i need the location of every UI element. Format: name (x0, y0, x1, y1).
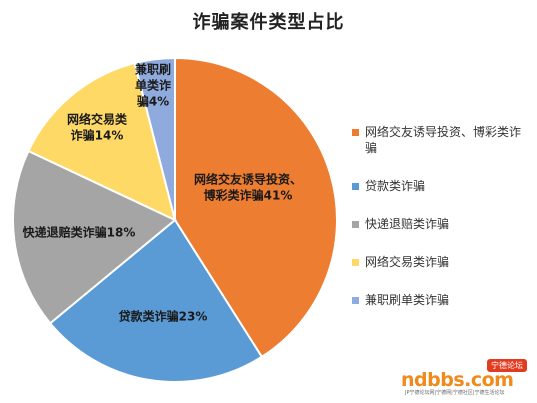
chart-title: 诈骗案件类型占比 (192, 12, 345, 33)
slice-data-label: 贷款类诈骗23% (119, 309, 208, 324)
legend-swatch (352, 129, 359, 136)
pie-slice (133, 56, 176, 221)
legend-label: 兼职刷单类诈骗 (365, 293, 450, 307)
slice-data-label: 兼职刷 (134, 62, 171, 77)
site-watermark: 宁德论坛 ndbbs.com JP宁德论坛网|宁德网|宁德社区|宁德生活论坛 (401, 359, 529, 397)
legend-swatch (352, 221, 359, 228)
legend-label: 快递退赔类诈骗 (365, 217, 450, 231)
legend-label: 网络交友诱导投资、博彩类诈骗 (365, 125, 522, 155)
watermark-badge: 宁德论坛 (487, 359, 527, 372)
legend-item: 网络交易类诈骗 (352, 254, 532, 270)
legend-label: 网络交易类诈骗 (365, 255, 450, 269)
slice-data-label: 网络交友诱导投资、 (194, 172, 302, 187)
legend-item: 贷款类诈骗 (352, 178, 532, 194)
legend-swatch (352, 259, 359, 266)
slice-data-label: 骗4% (137, 94, 169, 109)
legend-item: 兼职刷单类诈骗 (352, 292, 532, 308)
slice-data-label: 博彩类诈骗41% (204, 188, 293, 203)
slice-data-label: 网络交易类 (67, 112, 128, 127)
watermark-logo: ndbbs.com (401, 369, 514, 391)
watermark-subtitle: JP宁德论坛网|宁德网|宁德社区|宁德生活论坛 (405, 390, 505, 396)
pie-slice (48, 218, 264, 383)
slice-data-label: 单类诈 (135, 78, 171, 93)
pie-slice (27, 61, 177, 222)
legend-item: 快递退赔类诈骗 (352, 216, 532, 232)
slice-data-label: 诈骗14% (71, 128, 124, 143)
legend-swatch (352, 183, 359, 190)
chart-legend: 网络交友诱导投资、博彩类诈骗贷款类诈骗快递退赔类诈骗 网络交易类诈骗 兼职刷单类诈骗 (352, 124, 532, 330)
legend-item: 网络交友诱导投资、博彩类诈骗 (352, 124, 532, 156)
legend-label: 贷款类诈骗 (365, 179, 426, 193)
legend-swatch (352, 297, 359, 304)
slice-data-label: 快递退赔类诈骗18% (23, 225, 136, 240)
pie-slice (12, 149, 177, 325)
